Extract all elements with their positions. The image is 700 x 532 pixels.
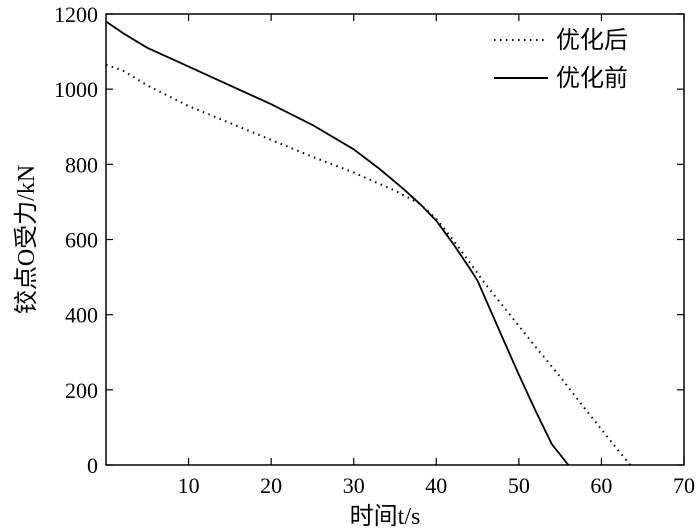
x-tick-label: 60 [590, 473, 612, 498]
y-axis-title: 铰点O受力/kN [13, 165, 40, 314]
x-tick-label: 20 [260, 473, 282, 498]
legend: 优化后 优化前 [494, 27, 628, 92]
x-axis-title: 时间t/s [350, 503, 421, 530]
y-tick-label: 200 [65, 378, 98, 403]
y-tick-label: 1200 [54, 2, 98, 27]
series-line-1 [105, 20, 570, 466]
x-tick-label: 10 [178, 473, 200, 498]
y-tick-label: 400 [65, 303, 98, 328]
ticks-layer: 10 20 30 40 50 60 70 0 200 400 600 800 1000 1200 [54, 2, 695, 498]
y-tick-label: 0 [87, 453, 98, 478]
x-tick-label: 50 [508, 473, 530, 498]
y-tick-label: 800 [65, 152, 98, 177]
y-tick-label: 1000 [54, 77, 98, 102]
x-tick-label: 40 [425, 473, 447, 498]
legend-label-optimized: 优化后 [556, 27, 628, 54]
x-tick-label: 30 [343, 473, 365, 498]
legend-label-original: 优化前 [556, 65, 628, 92]
x-tick-label: 70 [673, 473, 695, 498]
series-layer [105, 20, 632, 466]
y-tick-label: 600 [65, 228, 98, 253]
series-line-0 [105, 63, 632, 466]
